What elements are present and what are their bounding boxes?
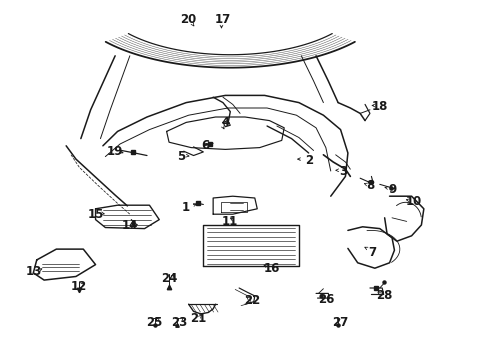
Text: 3: 3 xyxy=(339,165,347,177)
FancyArrowPatch shape xyxy=(180,318,183,320)
Text: 6: 6 xyxy=(202,139,210,152)
FancyArrowPatch shape xyxy=(406,199,409,202)
FancyArrowPatch shape xyxy=(246,297,250,300)
FancyArrowPatch shape xyxy=(194,203,196,206)
Text: 22: 22 xyxy=(244,294,261,307)
FancyArrowPatch shape xyxy=(338,318,340,321)
FancyArrowPatch shape xyxy=(221,126,224,129)
FancyArrowPatch shape xyxy=(172,275,174,278)
FancyArrowPatch shape xyxy=(120,150,123,153)
FancyArrowPatch shape xyxy=(336,169,339,172)
Text: 23: 23 xyxy=(171,316,187,329)
FancyArrowPatch shape xyxy=(156,318,159,320)
Text: 1: 1 xyxy=(182,201,190,213)
Text: 10: 10 xyxy=(406,195,422,208)
Text: 9: 9 xyxy=(388,183,396,195)
Text: 24: 24 xyxy=(161,273,177,285)
FancyArrowPatch shape xyxy=(204,143,207,146)
FancyArrowPatch shape xyxy=(186,154,189,157)
FancyArrowPatch shape xyxy=(198,315,202,318)
Text: 18: 18 xyxy=(371,100,388,113)
FancyArrowPatch shape xyxy=(191,23,194,26)
FancyArrowPatch shape xyxy=(372,104,375,107)
Text: 17: 17 xyxy=(215,13,231,26)
Text: 14: 14 xyxy=(122,219,138,231)
Text: 7: 7 xyxy=(368,246,376,258)
Text: 12: 12 xyxy=(70,280,87,293)
Text: 26: 26 xyxy=(318,293,334,306)
Text: 28: 28 xyxy=(376,289,393,302)
Text: 4: 4 xyxy=(221,116,229,129)
FancyArrowPatch shape xyxy=(378,293,381,295)
FancyArrowPatch shape xyxy=(39,269,42,271)
FancyArrowPatch shape xyxy=(385,186,388,189)
Text: 8: 8 xyxy=(366,179,374,192)
Text: 13: 13 xyxy=(26,265,43,278)
FancyArrowPatch shape xyxy=(134,223,137,226)
Text: 16: 16 xyxy=(264,262,280,275)
FancyArrowPatch shape xyxy=(101,212,104,215)
FancyArrowPatch shape xyxy=(220,25,223,28)
FancyArrowPatch shape xyxy=(365,247,368,250)
Text: 20: 20 xyxy=(180,13,197,26)
FancyArrowPatch shape xyxy=(297,158,300,161)
Text: 2: 2 xyxy=(305,154,313,167)
FancyArrowPatch shape xyxy=(264,265,267,267)
Text: 19: 19 xyxy=(107,145,123,158)
Text: 5: 5 xyxy=(177,150,185,163)
FancyArrowPatch shape xyxy=(321,297,325,300)
FancyArrowPatch shape xyxy=(231,219,234,221)
Text: 11: 11 xyxy=(222,215,239,228)
Text: 15: 15 xyxy=(87,208,104,221)
FancyArrowPatch shape xyxy=(365,183,368,186)
FancyArrowPatch shape xyxy=(81,283,85,286)
Text: 25: 25 xyxy=(146,316,163,329)
Text: 21: 21 xyxy=(190,312,207,325)
Text: 27: 27 xyxy=(332,316,349,329)
